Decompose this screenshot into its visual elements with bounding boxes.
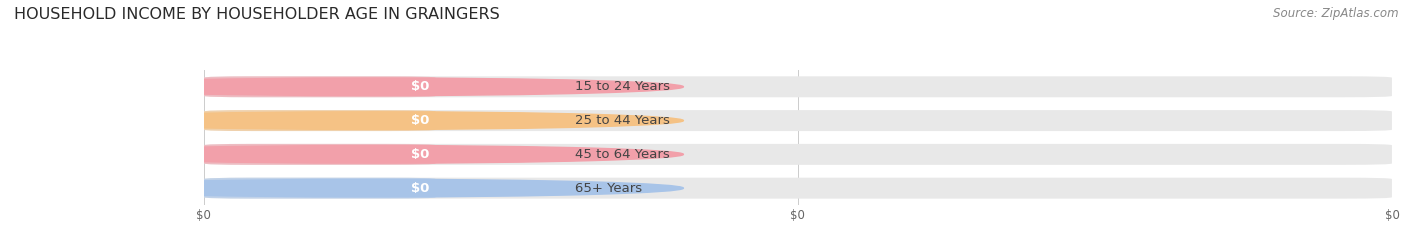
FancyBboxPatch shape (204, 178, 1392, 199)
FancyBboxPatch shape (204, 110, 1392, 131)
Text: $0: $0 (411, 114, 430, 127)
Text: 45 to 64 Years: 45 to 64 Years (575, 148, 669, 161)
Text: $0: $0 (411, 148, 430, 161)
Text: 15 to 24 Years: 15 to 24 Years (575, 80, 671, 93)
Circle shape (65, 146, 683, 163)
Text: $0: $0 (411, 80, 430, 93)
Text: Source: ZipAtlas.com: Source: ZipAtlas.com (1274, 7, 1399, 20)
FancyBboxPatch shape (204, 76, 436, 97)
FancyBboxPatch shape (204, 144, 1392, 165)
Circle shape (65, 179, 683, 197)
FancyBboxPatch shape (204, 144, 436, 165)
FancyBboxPatch shape (204, 76, 1392, 97)
Circle shape (65, 78, 683, 96)
Text: 65+ Years: 65+ Years (575, 182, 643, 195)
Text: 25 to 44 Years: 25 to 44 Years (575, 114, 671, 127)
Text: HOUSEHOLD INCOME BY HOUSEHOLDER AGE IN GRAINGERS: HOUSEHOLD INCOME BY HOUSEHOLDER AGE IN G… (14, 7, 499, 22)
FancyBboxPatch shape (204, 110, 436, 131)
Circle shape (65, 112, 683, 129)
FancyBboxPatch shape (204, 178, 436, 199)
Text: $0: $0 (411, 182, 430, 195)
